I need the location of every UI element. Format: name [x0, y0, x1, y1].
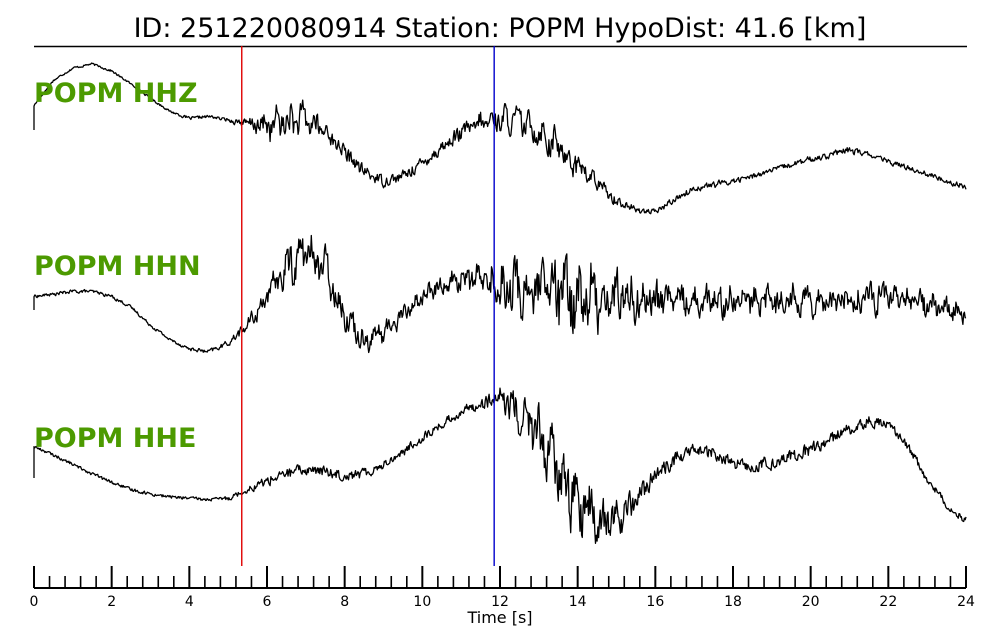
x-tick-label: 2 [107, 594, 116, 610]
x-tick-label: 10 [413, 594, 431, 610]
trace-label: POPM HHN [34, 251, 201, 282]
x-tick-label: 22 [879, 594, 897, 610]
x-tick-label: 16 [646, 594, 664, 610]
x-tick-label: 4 [185, 594, 194, 610]
trace-label: POPM HHE [34, 423, 196, 454]
x-tick-label: 0 [30, 594, 39, 610]
x-axis: 0 2 4 6 8 10 12 14 16 18 20 22 24 [30, 566, 975, 610]
x-tick-label: 18 [724, 594, 742, 610]
trace-labels: POPM HHZ POPM HHN POPM HHE [34, 78, 201, 454]
x-tick-label: 20 [802, 594, 820, 610]
x-tick-label: 14 [569, 594, 587, 610]
trace-popm-hhz [33, 62, 967, 215]
x-tick-label: 6 [263, 594, 272, 610]
x-axis-label: Time [s] [466, 608, 532, 627]
phase-markers [241, 46, 495, 566]
trace-popm-hhn [33, 234, 967, 354]
x-tick-label: 8 [340, 594, 349, 610]
trace-popm-hhe [33, 387, 967, 544]
traces-group [33, 62, 967, 544]
plot-title: ID: 251220080914 Station: POPM HypoDist:… [134, 13, 867, 44]
trace-label: POPM HHZ [34, 78, 198, 109]
x-tick-label: 24 [957, 594, 975, 610]
x-tick-label: 12 [491, 594, 509, 610]
